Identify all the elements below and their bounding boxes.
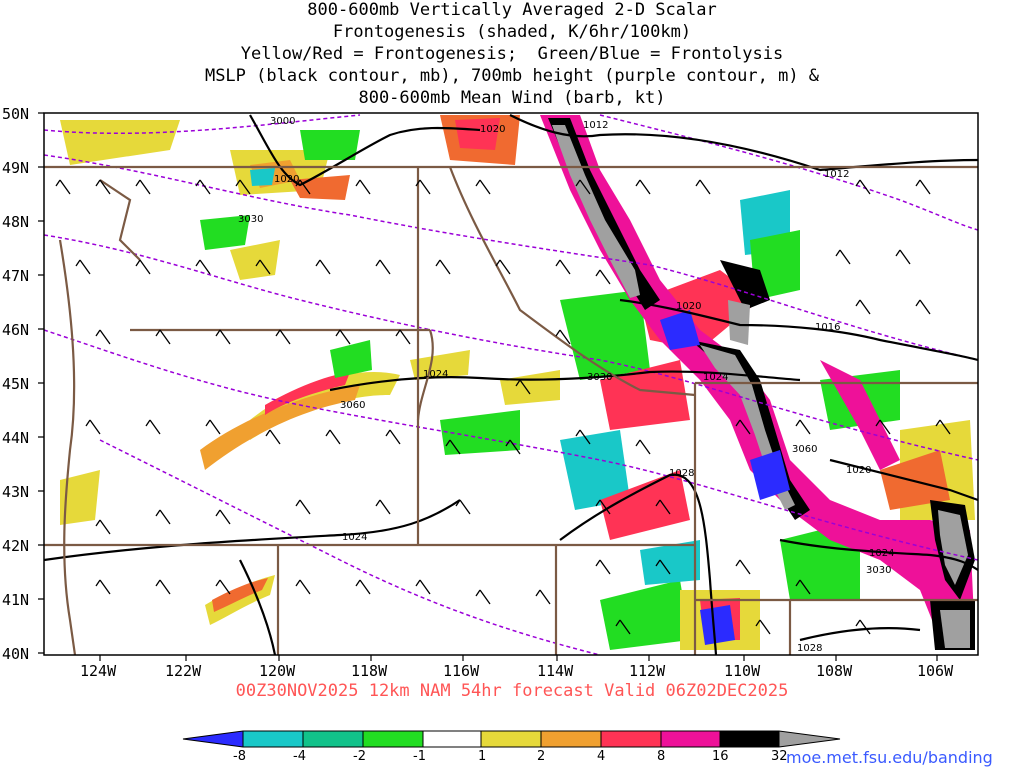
- colorbar-swatch: [720, 731, 779, 747]
- colorbar-label: 16: [712, 749, 729, 764]
- colorbar-label: 8: [657, 749, 665, 764]
- lon-label: 110W: [724, 662, 761, 680]
- lat-label: 46N: [2, 321, 29, 339]
- lat-label: 48N: [2, 213, 29, 231]
- mslp-contours: [44, 114, 978, 655]
- colorbar-swatch: [183, 731, 243, 747]
- lat-label: 50N: [2, 105, 29, 123]
- colorbar-swatch: [481, 731, 541, 747]
- lat-label: 47N: [2, 267, 29, 285]
- mslp-label: 1024: [869, 548, 894, 559]
- colorbar-label: 4: [597, 749, 605, 764]
- lon-label: 124W: [80, 662, 117, 680]
- wind-barbs: [55, 179, 951, 635]
- height-label: 3030: [587, 372, 612, 383]
- colorbar-label: 2: [537, 749, 545, 764]
- height-label: 3060: [340, 400, 365, 411]
- colorbar-label: 32: [771, 749, 788, 764]
- height-label: 3000: [270, 116, 295, 127]
- colorbar-label: -2: [353, 749, 366, 764]
- colorbar-label: -8: [233, 749, 246, 764]
- colorbar-label: -1: [413, 749, 426, 764]
- source-credit: moe.met.fsu.edu/banding: [786, 748, 993, 767]
- state-borders: [44, 165, 978, 655]
- mslp-label: 1024: [342, 532, 367, 543]
- title-line-5: 800-600mb Mean Wind (barb, kt): [358, 88, 666, 108]
- mslp-label: 1028: [797, 643, 822, 654]
- mslp-label: 1012: [583, 120, 608, 131]
- lat-label: 49N: [2, 159, 29, 177]
- mslp-label: 1020: [846, 465, 871, 476]
- colorbar-swatch: [423, 731, 481, 747]
- mslp-label: 1024: [423, 369, 448, 380]
- height-contours: [44, 114, 978, 655]
- mslp-label: 1024: [703, 372, 728, 383]
- mslp-label: 1012: [824, 169, 849, 180]
- title-line-4: MSLP (black contour, mb), 700mb height (…: [204, 66, 820, 86]
- map-frame: [43, 112, 979, 656]
- forecast-valid-time: 00Z30NOV2025 12km NAM 54hr forecast Vali…: [235, 681, 789, 701]
- longitude-axis: 124W 122W 120W 118W 116W 114W 112W 110W …: [80, 655, 954, 680]
- mslp-label: 1016: [815, 322, 840, 333]
- mslp-label: 1028: [669, 468, 694, 479]
- height-label: 3030: [238, 214, 263, 225]
- contour-label-group: 1020 1012 1012 1020 1020 1016 1024 1024 …: [238, 116, 894, 654]
- height-label: 3030: [866, 565, 891, 576]
- colorbar-label: 1: [478, 749, 486, 764]
- lat-label: 44N: [2, 429, 29, 447]
- title-line-3: Yellow/Red = Frontogenesis; Green/Blue =…: [240, 44, 784, 64]
- colorbar-swatch: [661, 731, 720, 747]
- colorbar-swatch: [303, 731, 363, 747]
- colorbar-swatch: [779, 731, 840, 747]
- mslp-label: 1020: [676, 301, 701, 312]
- lon-label: 120W: [259, 662, 296, 680]
- lat-label: 40N: [2, 645, 29, 663]
- title-line-1: 800-600mb Vertically Averaged 2-D Scalar: [307, 0, 717, 20]
- lon-label: 118W: [351, 662, 388, 680]
- lat-label: 41N: [2, 591, 29, 609]
- lon-label: 106W: [917, 662, 954, 680]
- mslp-label: 1020: [480, 124, 505, 135]
- latitude-axis: 50N 49N 48N 47N 46N 45N 44N 43N 42N 41N …: [2, 105, 44, 663]
- lon-label: 116W: [443, 662, 480, 680]
- lon-label: 114W: [537, 662, 574, 680]
- colorbar-swatch: [601, 731, 661, 747]
- mslp-label: 1020: [274, 174, 299, 185]
- colorbar-swatch: [363, 731, 423, 747]
- colorbar-swatch: [243, 731, 303, 747]
- lon-label: 112W: [629, 662, 666, 680]
- lon-label: 122W: [165, 662, 202, 680]
- lat-label: 42N: [2, 537, 29, 555]
- lat-label: 43N: [2, 483, 29, 501]
- height-label: 3060: [792, 444, 817, 455]
- lon-label: 108W: [816, 662, 853, 680]
- colorbar-swatch: [541, 731, 601, 747]
- colorbar: -8 -4 -2 -1 1 2 4 8 16 32: [182, 730, 841, 764]
- lat-label: 45N: [2, 375, 29, 393]
- title-line-2: Frontogenesis (shaded, K/6hr/100km): [332, 22, 692, 42]
- colorbar-label: -4: [293, 749, 306, 764]
